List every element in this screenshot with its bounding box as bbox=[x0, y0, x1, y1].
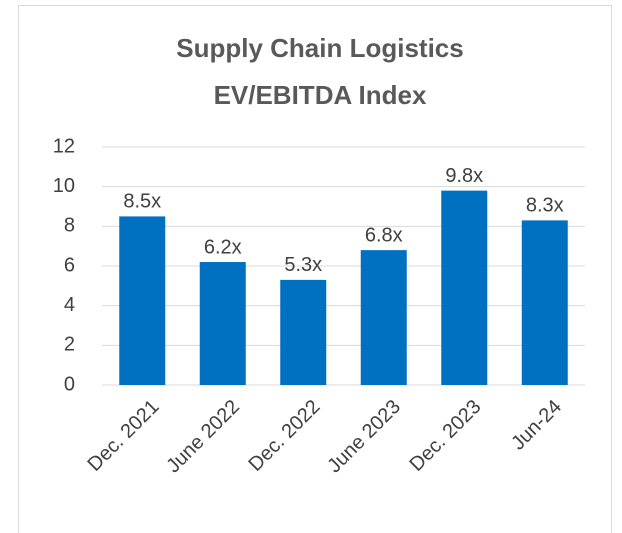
y-tick-label: 10 bbox=[53, 175, 75, 197]
chart-frame bbox=[18, 5, 612, 533]
value-label: 9.8x bbox=[445, 165, 483, 187]
y-tick-label: 2 bbox=[64, 334, 75, 356]
bar bbox=[280, 279, 327, 385]
value-label: 8.5x bbox=[123, 191, 161, 213]
bar bbox=[441, 190, 488, 385]
y-tick-label: 12 bbox=[53, 135, 75, 157]
value-label: 6.8x bbox=[365, 224, 403, 246]
bar bbox=[119, 216, 166, 385]
y-tick-label: 4 bbox=[64, 294, 75, 316]
value-label: 8.3x bbox=[526, 195, 564, 217]
bar bbox=[521, 220, 568, 385]
chart-title: Supply Chain Logistics bbox=[176, 33, 463, 63]
bar bbox=[199, 262, 246, 385]
bar bbox=[360, 250, 407, 385]
y-tick-label: 0 bbox=[64, 373, 75, 395]
value-label: 5.3x bbox=[284, 254, 322, 276]
value-label: 6.2x bbox=[204, 236, 242, 258]
y-tick-label: 6 bbox=[64, 254, 75, 276]
chart-title: EV/EBITDA Index bbox=[214, 80, 427, 110]
y-tick-label: 8 bbox=[64, 215, 75, 237]
